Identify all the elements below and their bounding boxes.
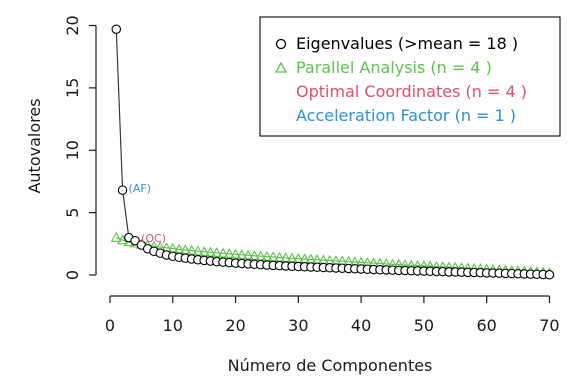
parallel-analysis-point: [110, 231, 122, 242]
parallel-analysis-point: [192, 245, 204, 256]
annotation-oc: (OC): [141, 232, 166, 245]
eigenvalue-point: [111, 24, 122, 34]
legend-label: Eigenvalues (>mean = 18 ): [296, 34, 518, 53]
parallel-analysis-point: [248, 250, 260, 261]
legend-label: Parallel Analysis (n = 4 ): [296, 58, 492, 77]
parallel-analysis-point: [204, 246, 216, 257]
series-layer: [110, 24, 555, 280]
x-tick-label: 0: [105, 316, 115, 335]
parallel-analysis-point: [230, 248, 242, 259]
parallel-analysis-point: [211, 247, 223, 258]
x-tick-label: 40: [351, 316, 371, 335]
x-tick-label: 70: [539, 316, 559, 335]
legend-circle-icon: [275, 38, 287, 50]
legend-label: Optimal Coordinates (n = 4 ): [296, 82, 527, 101]
parallel-analysis-point: [255, 250, 267, 261]
x-axis-label: Número de Componentes: [228, 356, 433, 375]
x-tick-label: 20: [225, 316, 245, 335]
y-axis-label: Autovalores: [25, 98, 44, 193]
x-tick-label: 50: [414, 316, 434, 335]
eigenvalue-point: [130, 235, 140, 246]
eigenvalue-point: [544, 270, 555, 280]
legend-triangle-icon: [274, 61, 288, 73]
annotations: (AF) (OC): [129, 182, 166, 245]
parallel-analysis-point: [223, 248, 235, 259]
legend-box: [259, 16, 561, 137]
parallel-analysis-point: [198, 246, 210, 257]
x-tick-label: 10: [163, 316, 183, 335]
parallel-analysis-point: [242, 249, 254, 260]
legend-label: Acceleration Factor (n = 1 ): [296, 106, 516, 125]
y-tick-label: 0: [63, 270, 82, 280]
annotation-af: (AF): [129, 182, 151, 195]
parallel-analysis-point: [236, 249, 248, 260]
eigenvalue-point: [117, 185, 128, 195]
x-tick-label: 60: [476, 316, 496, 335]
parallel-analysis-point: [186, 244, 198, 255]
x-tick-label: 30: [288, 316, 308, 335]
y-tick-label: 15: [63, 78, 82, 98]
y-tick-label: 5: [63, 208, 82, 218]
axes: 0 5 10 15 20 0 10 20 30 40 50 60 70: [63, 15, 560, 335]
y-tick-label: 10: [63, 140, 82, 160]
y-tick-label: 20: [63, 15, 82, 35]
legend: Eigenvalues (>mean = 18 ) Parallel Analys…: [259, 16, 561, 137]
parallel-analysis-point: [217, 247, 229, 258]
